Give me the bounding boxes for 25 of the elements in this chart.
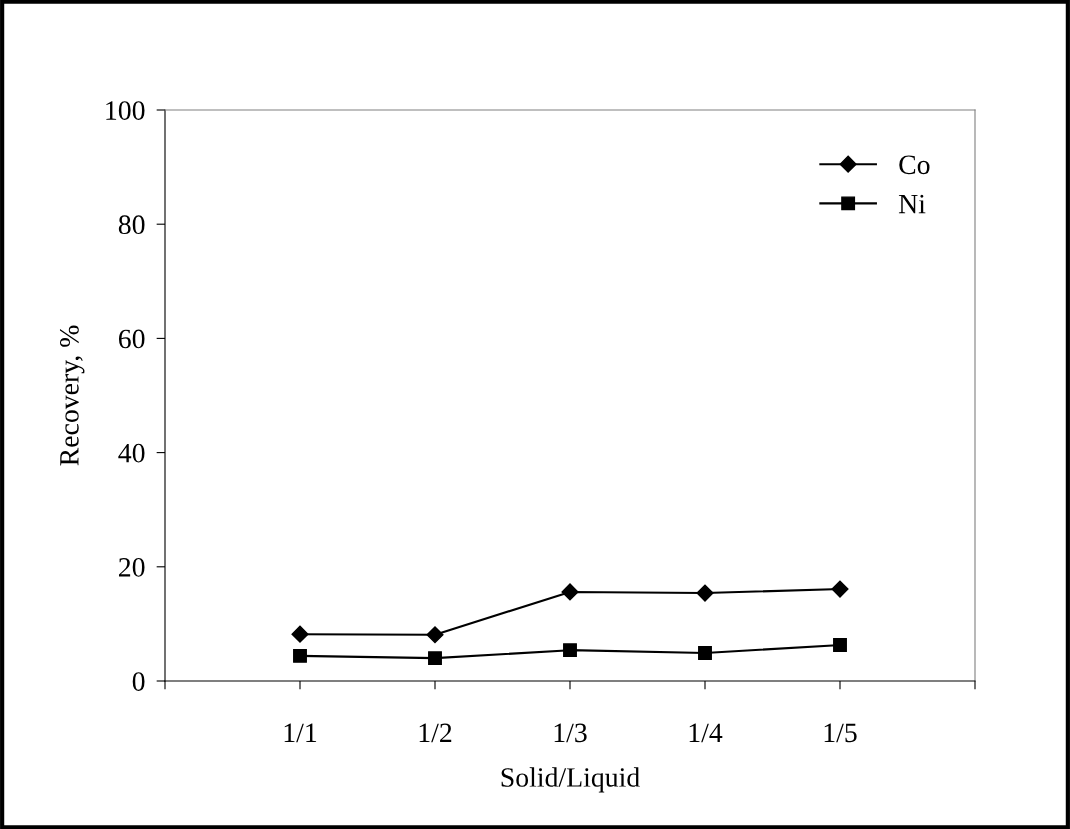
point [698, 646, 712, 660]
y-tick-label: 40 [118, 443, 145, 463]
point [696, 584, 714, 602]
y-tick-label: 80 [118, 215, 145, 235]
y-tick-label: 60 [118, 329, 145, 349]
point [831, 580, 849, 598]
point [293, 648, 307, 663]
point [428, 651, 442, 666]
y-axis-title: Recovery, % [59, 325, 85, 466]
x-tick-label: 1/3 [554, 723, 587, 743]
legend-label: Co [899, 155, 930, 175]
point [291, 625, 309, 643]
y-tick-label: 100 [106, 101, 145, 120]
x-tick-label: 1/1 [284, 723, 317, 743]
legend-label: Ni [898, 194, 926, 214]
y-tick-label: 20 [119, 557, 145, 577]
point [833, 638, 847, 652]
x-tick-label: 1/4 [689, 723, 723, 743]
y-tick-label: 0 [132, 672, 145, 691]
point [426, 626, 444, 644]
point [561, 583, 579, 601]
x-tick-label: 1/2 [419, 723, 452, 743]
point [563, 643, 577, 658]
x-tick-label: 1/5 [824, 723, 857, 743]
x-axis-title: Solid/Liquid [501, 767, 640, 793]
